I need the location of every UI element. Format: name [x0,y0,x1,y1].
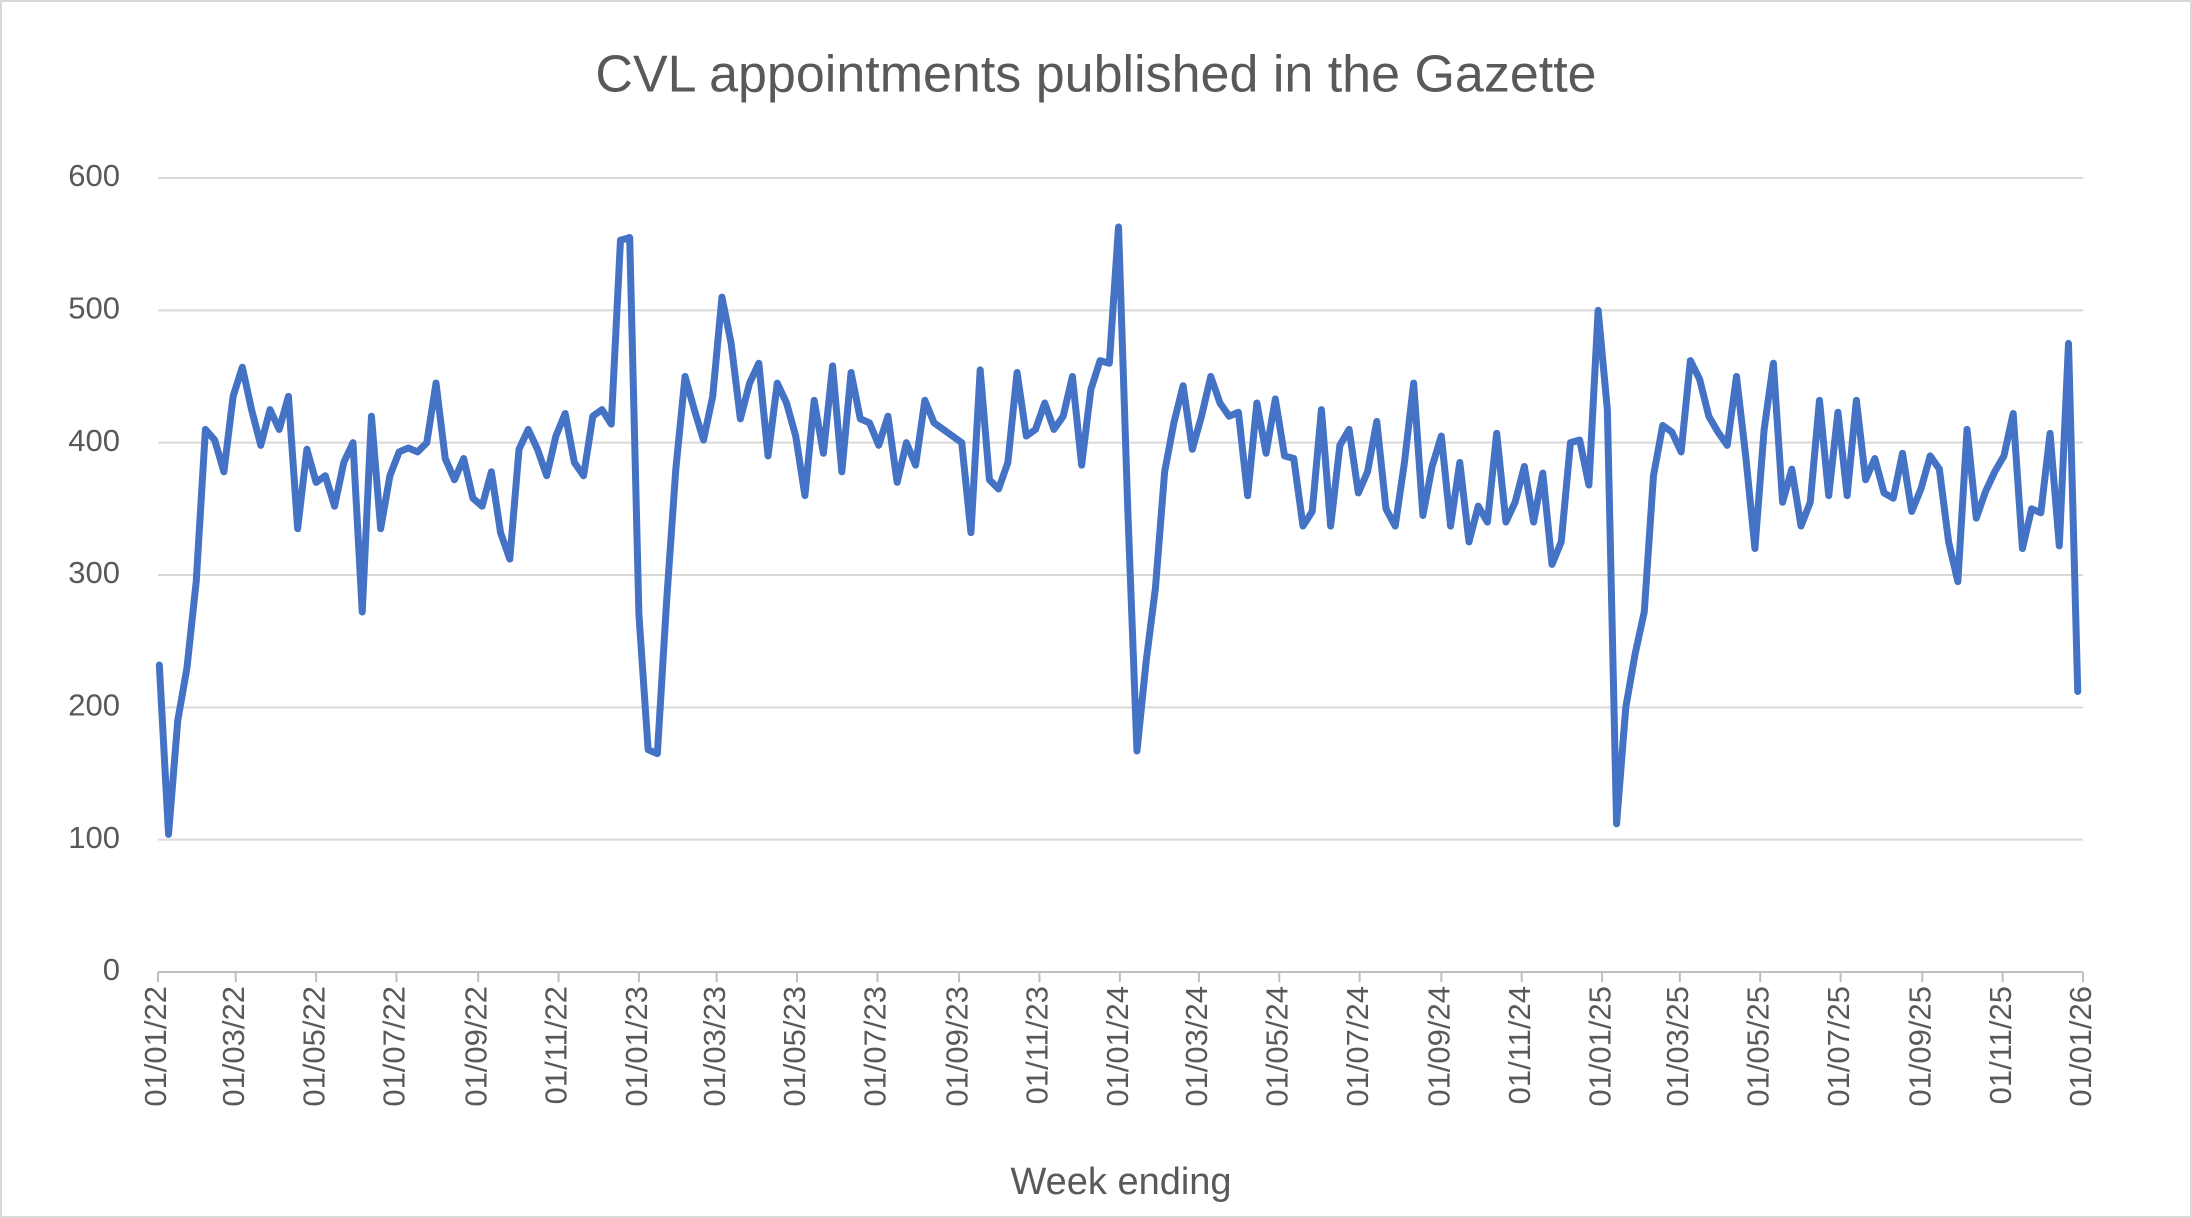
y-tick-label: 400 [68,423,120,458]
x-tick-label: 01/11/25 [1983,986,2018,1104]
x-tick-label: 01/07/25 [1821,986,1856,1107]
x-tick-label: 01/07/24 [1340,986,1375,1107]
y-tick-label: 100 [68,820,120,855]
x-tick-label: 01/01/26 [2063,986,2098,1107]
x-tick-label: 01/05/25 [1740,986,1775,1107]
x-tick-label: 01/01/23 [619,986,654,1107]
x-axis-title: Week ending [1010,1161,1231,1203]
x-tick-label: 01/09/22 [458,986,493,1107]
x-tick-label: 01/09/23 [939,986,974,1107]
y-tick-label: 200 [68,688,120,723]
y-tick-label: 600 [68,158,120,193]
y-tick-label: 300 [68,555,120,590]
x-tick-label: 01/01/24 [1100,986,1135,1107]
x-tick-label: 01/01/25 [1582,986,1617,1107]
x-tick-label: 01/11/24 [1502,986,1537,1104]
x-tick-label: 01/09/24 [1422,986,1457,1107]
x-tick-label: 01/03/23 [697,986,732,1107]
x-tick-label: 01/03/24 [1179,986,1214,1107]
x-tick-label: 01/05/23 [777,986,812,1107]
x-tick-label: 01/07/23 [858,986,893,1107]
x-tick-label: 01/05/24 [1259,986,1294,1107]
x-tick-label: 01/03/25 [1660,986,1695,1107]
x-tick-label: 01/01/22 [138,986,173,1107]
x-tick-label: 01/03/22 [216,986,251,1107]
data-line [155,223,2082,838]
y-tick-label: 500 [68,291,120,326]
x-tick-label: 01/11/23 [1020,986,1055,1104]
x-tick-label: 01/11/22 [539,986,574,1104]
x-tick-label: 01/09/25 [1902,986,1937,1107]
x-tick-label: 01/07/22 [377,986,412,1107]
chart-title: CVL appointments published in the Gazett… [595,46,1596,104]
x-tick-label: 01/05/22 [296,986,331,1107]
y-tick-label: 0 [103,952,120,987]
